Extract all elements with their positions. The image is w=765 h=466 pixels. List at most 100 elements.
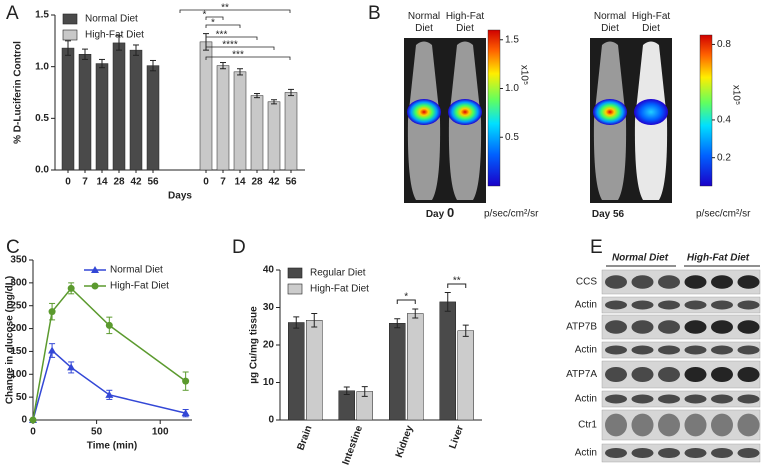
image-caption: Day 56	[592, 209, 625, 220]
blot-band	[711, 394, 733, 404]
caption-prefix: Day	[426, 209, 445, 220]
bar	[78, 54, 92, 171]
error-bar	[361, 386, 368, 397]
blot-band	[658, 366, 680, 383]
blot-band	[605, 300, 627, 310]
panel-label: A	[6, 3, 19, 24]
error-bar	[412, 308, 419, 319]
significance-bracket	[205, 16, 224, 20]
row-label: Ctr1	[578, 420, 597, 431]
colorbar-tick-label: 0.5	[505, 132, 519, 143]
blot-band	[658, 320, 680, 334]
y-tick-label: 10	[263, 377, 275, 388]
bar	[439, 301, 456, 421]
blot-band	[658, 394, 680, 404]
x-tick-label: 7	[82, 177, 88, 188]
signal	[448, 99, 482, 125]
y-tick-label: 100	[10, 369, 27, 380]
y-tick-label: 50	[16, 392, 28, 403]
bar	[146, 65, 160, 171]
significance-label: **	[221, 3, 229, 14]
significance-bracket	[205, 56, 291, 60]
blot-band	[737, 300, 760, 310]
legend-swatch	[62, 13, 78, 25]
error-bar	[311, 313, 318, 328]
significance-bracket	[179, 9, 291, 13]
x-tick-label: 56	[285, 177, 297, 188]
y-tick-label: 350	[10, 255, 27, 266]
colorbar-scale: x10⁵	[518, 65, 529, 85]
bar	[338, 390, 355, 421]
error-bar	[99, 58, 105, 69]
marker	[48, 346, 57, 354]
significance-bracket	[205, 24, 241, 28]
y-tick-label: 20	[263, 340, 275, 351]
legend-swatch	[287, 283, 303, 295]
signal	[634, 99, 668, 125]
blot-band	[605, 366, 627, 383]
significance-bracket	[205, 46, 275, 50]
signal	[407, 99, 441, 125]
x-tick-label: Intestine	[341, 424, 366, 466]
column-label: High-Fat Diet	[632, 11, 671, 34]
significance-bracket	[396, 299, 416, 304]
blot-band	[711, 447, 733, 459]
bar	[112, 42, 126, 171]
marker	[29, 416, 37, 424]
blot-band	[684, 394, 707, 404]
colorbar-unit: p/sec/cm²/sr	[696, 209, 751, 220]
bar	[389, 323, 406, 421]
blot-band	[631, 413, 654, 437]
blot-band	[631, 447, 654, 459]
blot-band	[737, 366, 760, 383]
blot-band	[711, 320, 733, 334]
error-bar	[65, 40, 71, 56]
line	[32, 349, 186, 421]
blot-band	[605, 447, 627, 459]
blot-band	[631, 366, 654, 383]
blot-band	[737, 447, 760, 459]
colorbar-tick-label: 1.0	[505, 83, 519, 94]
legend-swatch	[287, 267, 303, 279]
group-label: Normal Diet	[612, 253, 669, 264]
blot-band	[631, 320, 654, 334]
bar	[306, 320, 323, 421]
error-bar	[394, 318, 401, 329]
significance-label: **	[453, 276, 461, 287]
blot-strip	[601, 409, 761, 441]
bar	[216, 65, 230, 171]
legend-label: Regular Diet	[310, 268, 366, 279]
x-tick-label: 100	[152, 427, 169, 438]
blot-band	[711, 366, 733, 383]
blot-band	[631, 300, 654, 310]
blot-band	[605, 275, 627, 289]
legend-label: Normal Diet	[85, 14, 138, 25]
y-axis-label: Change in glucose (mg/dL)	[5, 276, 16, 404]
error-bar	[343, 386, 350, 395]
colorbar-tick-label: 0.4	[717, 115, 731, 126]
marker	[91, 282, 99, 290]
significance-bracket	[205, 36, 258, 40]
bar	[250, 95, 264, 171]
x-tick-label: Liver	[448, 424, 467, 450]
y-tick-label: 30	[263, 302, 275, 313]
x-tick-label: 14	[96, 177, 108, 188]
x-tick-label: 28	[251, 177, 263, 188]
legend-swatch	[62, 29, 78, 41]
x-tick-label: 7	[220, 177, 226, 188]
error-bar	[293, 316, 300, 329]
error-bar	[150, 59, 156, 72]
row-label: Actin	[575, 345, 597, 356]
blot-band	[711, 345, 733, 355]
bar	[457, 330, 474, 421]
colorbar	[487, 29, 501, 187]
y-tick-label: 0.5	[35, 113, 49, 124]
x-tick-label: 28	[113, 177, 125, 188]
x-tick-label: 50	[91, 427, 103, 438]
row-label: Actin	[575, 394, 597, 405]
blot-strip	[601, 314, 761, 340]
legend-label: High-Fat Diet	[310, 284, 369, 295]
signal	[593, 99, 627, 125]
blot-band	[737, 275, 760, 289]
